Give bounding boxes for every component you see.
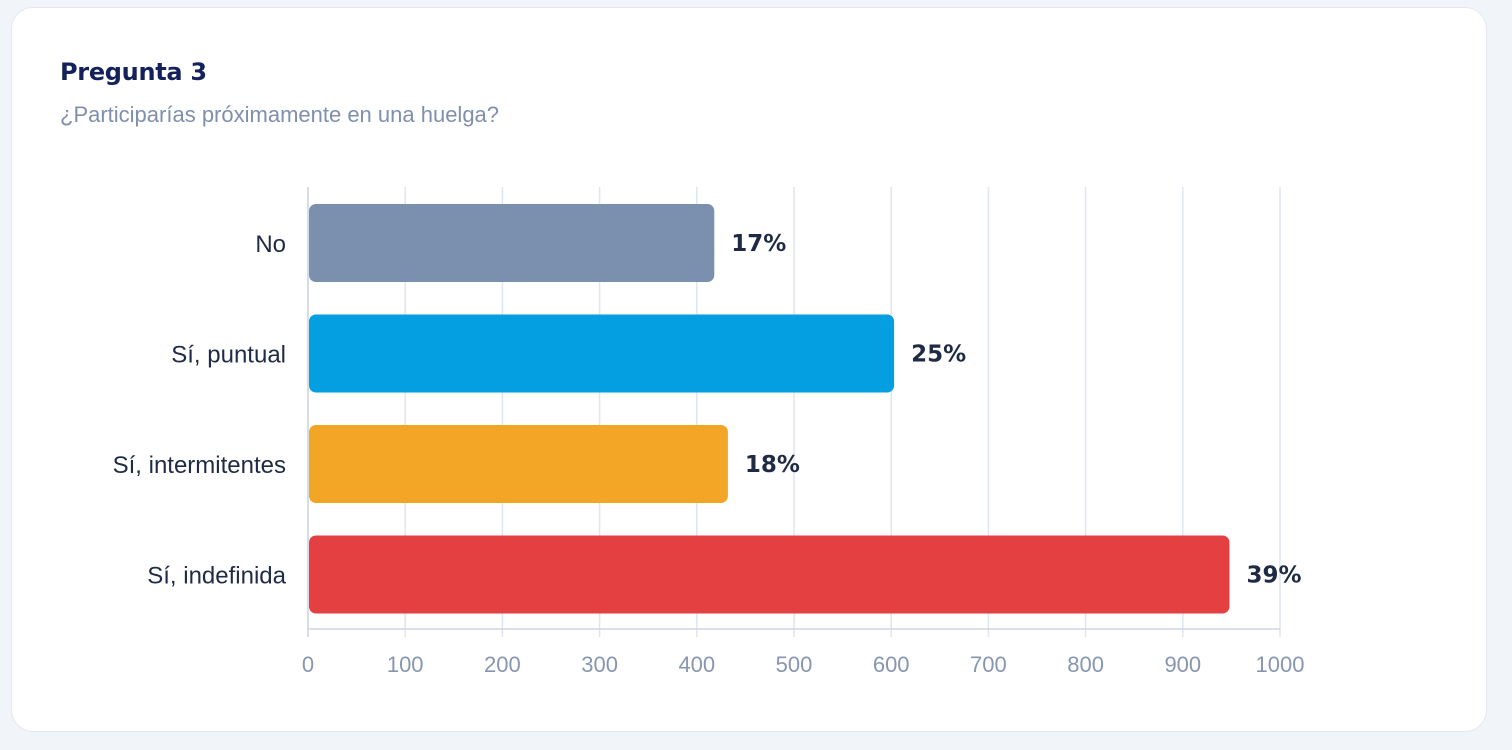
bar <box>309 314 895 393</box>
x-tick-label: 100 <box>387 652 424 677</box>
x-tick-label: 300 <box>581 652 618 677</box>
x-tick-label: 700 <box>970 652 1007 677</box>
x-tick-label: 800 <box>1067 652 1104 677</box>
labels: 0 100 200 300 400 500 600 700 800 900 1000 No 17% Sí,… <box>113 231 1305 677</box>
x-tick-label: 0 <box>302 652 314 677</box>
x-tick-label: 500 <box>776 652 813 677</box>
x-tick-label: 400 <box>678 652 715 677</box>
category-label: Sí, intermitentes <box>113 452 286 479</box>
data-label: 17% <box>731 231 786 257</box>
category-label: No <box>255 231 286 258</box>
data-label: 39% <box>1246 563 1301 589</box>
data-label: 25% <box>911 342 966 368</box>
question-title: Pregunta 3 <box>60 58 207 86</box>
x-tick-label: 600 <box>873 652 910 677</box>
question-subtitle: ¿Participarías próximamente en una huelg… <box>60 102 500 127</box>
bar <box>309 425 728 503</box>
x-tick-label: 1000 <box>1256 652 1305 677</box>
bar <box>309 535 1230 614</box>
x-tick-label: 200 <box>484 652 521 677</box>
category-label: Sí, puntual <box>171 342 286 369</box>
category-label: Sí, indefinida <box>147 563 286 590</box>
bar <box>309 204 715 282</box>
data-label: 18% <box>745 452 800 478</box>
bars <box>309 204 1230 614</box>
x-tick-label: 900 <box>1164 652 1201 677</box>
